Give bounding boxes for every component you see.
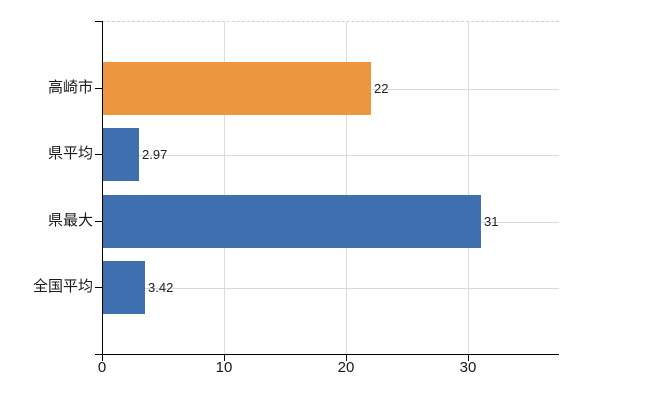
y-axis-tick-mark	[95, 287, 102, 288]
bar	[103, 62, 371, 115]
value-label: 22	[374, 81, 389, 96]
x-axis-tick-mark	[102, 355, 103, 361]
y-axis-tick-mark	[95, 221, 102, 222]
category-label: 県最大	[47, 212, 93, 229]
value-label: 3.42	[148, 280, 174, 295]
gridline-horizontal	[102, 288, 559, 289]
bar	[103, 195, 481, 248]
bar	[103, 128, 139, 181]
x-axis-tick-mark	[224, 355, 225, 361]
y-axis-tick-mark	[95, 21, 102, 22]
gridline-horizontal	[102, 155, 559, 156]
x-tick-label: 0	[97, 359, 107, 376]
x-axis-line	[95, 354, 559, 355]
value-label: 2.97	[142, 147, 168, 162]
y-axis-tick-mark	[95, 154, 102, 155]
x-axis-tick-mark	[468, 355, 469, 361]
gridline-vertical	[346, 22, 347, 355]
plot-area: 22 2.97 31 3.42	[102, 21, 559, 355]
category-label: 高崎市	[47, 79, 93, 96]
x-tick-label: 30	[459, 359, 477, 376]
x-tick-label: 20	[337, 359, 355, 376]
gridline-vertical	[468, 22, 469, 355]
x-axis-tick-mark	[346, 355, 347, 361]
category-label: 県平均	[47, 145, 93, 162]
y-axis-line	[102, 21, 103, 355]
bar	[103, 261, 145, 314]
category-label: 全国平均	[32, 278, 93, 295]
y-axis-tick-mark	[95, 88, 102, 89]
gridline-vertical	[224, 22, 225, 355]
value-label: 31	[484, 214, 499, 229]
x-tick-label: 10	[215, 359, 233, 376]
